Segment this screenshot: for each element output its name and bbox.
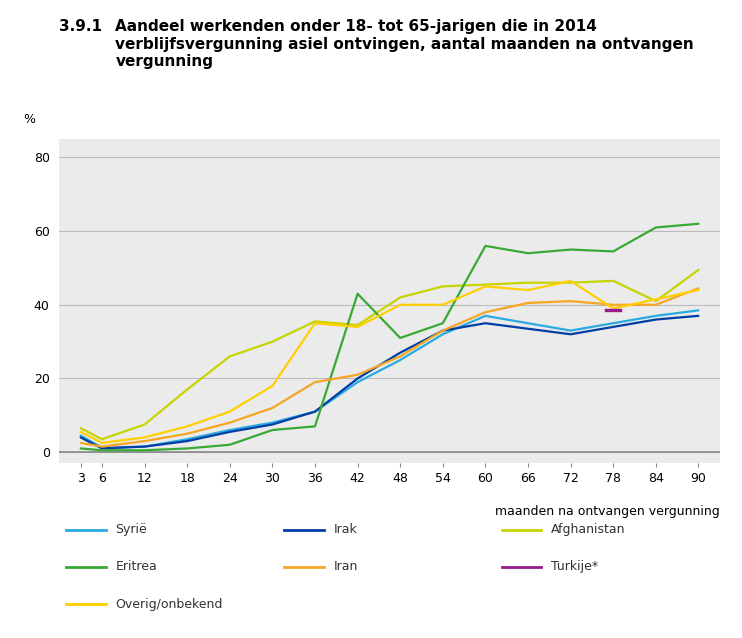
- Text: Turkije*: Turkije*: [551, 560, 599, 574]
- Text: %: %: [23, 113, 35, 126]
- Text: Syrië: Syrië: [116, 523, 147, 536]
- Text: Aandeel werkenden onder 18- tot 65-jarigen die in 2014
verblijfsvergunning asiel: Aandeel werkenden onder 18- tot 65-jarig…: [116, 19, 695, 69]
- Text: Afghanistan: Afghanistan: [551, 523, 626, 536]
- Text: Iran: Iran: [333, 560, 358, 574]
- Text: Overig/onbekend: Overig/onbekend: [116, 598, 223, 611]
- Text: 3.9.1: 3.9.1: [59, 19, 102, 34]
- Text: Irak: Irak: [333, 523, 357, 536]
- Text: maanden na ontvangen vergunning: maanden na ontvangen vergunning: [495, 505, 720, 518]
- Text: Eritrea: Eritrea: [116, 560, 157, 574]
